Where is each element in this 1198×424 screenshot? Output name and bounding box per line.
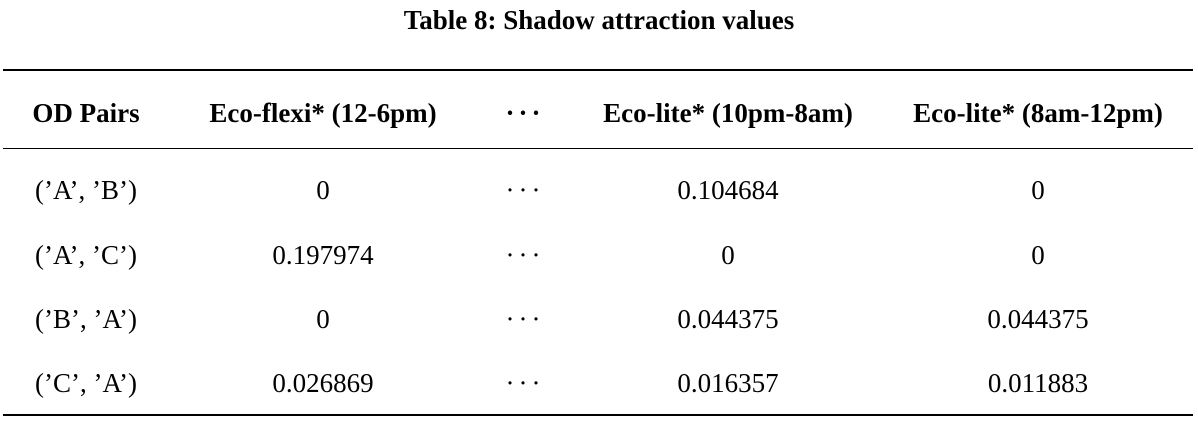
cell-value: 0: [721, 240, 735, 270]
header-od-pairs: OD Pairs: [32, 98, 140, 128]
header-eco-lite-10pm-8am: Eco-lite* (10pm-8am): [603, 98, 853, 128]
cell-value: 0.197974: [272, 240, 374, 270]
cell-value: 0: [1031, 240, 1045, 270]
header-eco-lite-8am-12pm: Eco-lite* (8am-12pm): [913, 98, 1163, 128]
table-header-rule: [3, 148, 1193, 149]
cell-ellipsis: ···: [505, 304, 545, 334]
cell-value: 0.011883: [987, 368, 1089, 398]
cell-value: 0.044375: [677, 304, 779, 334]
cell-value: 0.104684: [677, 175, 779, 205]
cell-value: 0: [316, 175, 330, 205]
cell-value: 0.016357: [677, 368, 779, 398]
table-bottom-rule: [3, 414, 1193, 416]
cell-value: 0.026869: [272, 368, 374, 398]
cell-ellipsis: ···: [505, 240, 545, 270]
table-top-rule: [3, 69, 1193, 71]
cell-od-pair: (’B’, ’A’): [35, 304, 137, 334]
header-eco-flexi-12-6pm: Eco-flexi* (12-6pm): [209, 98, 437, 128]
header-ellipsis: ···: [505, 98, 545, 128]
cell-od-pair: (’C’, ’A’): [35, 368, 137, 398]
table-caption: Table 8: Shadow attraction values: [403, 5, 795, 35]
cell-ellipsis: ···: [505, 175, 545, 205]
cell-value: 0: [1031, 175, 1045, 205]
cell-ellipsis: ···: [505, 368, 545, 398]
cell-value: 0.044375: [987, 304, 1089, 334]
cell-od-pair: (’A’, ’B’): [35, 175, 137, 205]
cell-od-pair: (’A’, ’C’): [35, 240, 137, 270]
cell-value: 0: [316, 304, 330, 334]
